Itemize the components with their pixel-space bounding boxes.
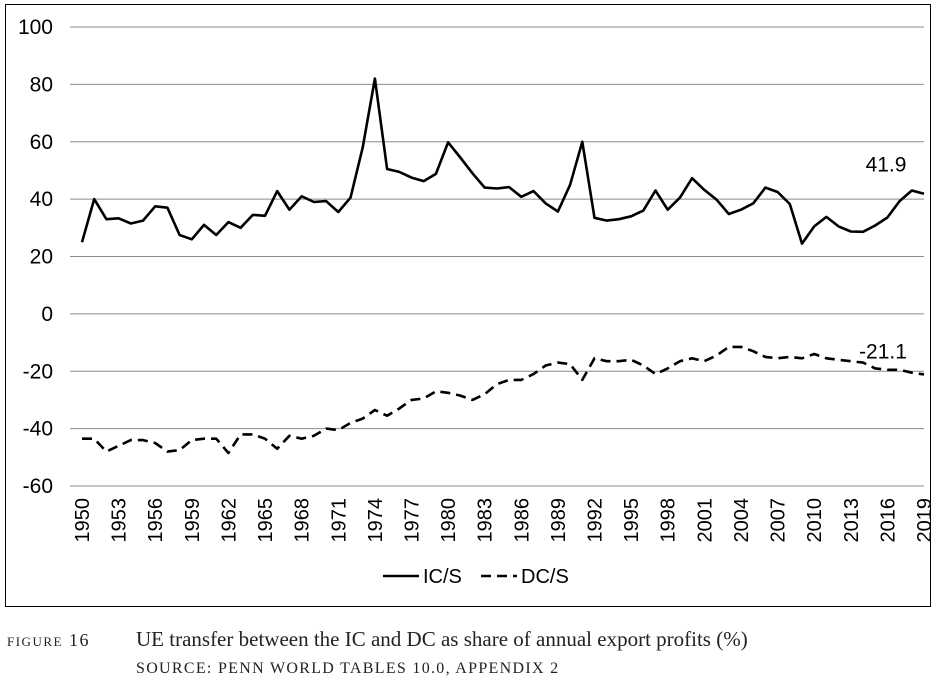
figure-number: FIGURE 16 <box>7 630 90 650</box>
data-label: -21.1 <box>859 340 907 363</box>
x-tick-label: 1992 <box>585 498 607 543</box>
x-tick-label: 2013 <box>841 498 863 543</box>
x-tick-label: 1971 <box>328 498 350 543</box>
data-label: 41.9 <box>866 154 907 177</box>
x-tick-label: 2010 <box>804 498 826 543</box>
y-tick-label: 80 <box>30 73 53 96</box>
y-tick-label: 100 <box>18 16 53 39</box>
figure-title: UE transfer between the IC and DC as sha… <box>136 627 748 651</box>
figure-source: SOURCE: PENN WORLD TABLES 10.0, APPENDIX… <box>136 660 560 677</box>
x-tick-label: 1959 <box>182 498 204 543</box>
y-tick-label: 60 <box>30 131 53 154</box>
x-tick-label: 1968 <box>292 498 314 543</box>
x-tick-label: 1962 <box>218 498 240 543</box>
x-tick-label: 1956 <box>145 498 167 543</box>
x-tick-label: 2001 <box>694 498 716 543</box>
x-tick-label: 2019 <box>914 498 932 543</box>
chart-frame: 100 80 60 40 20 0 -20 -40 -60 1950 1953 1956 1959 196… <box>5 4 932 607</box>
x-tick-label: 1974 <box>365 498 387 543</box>
x-tick-label: 2007 <box>768 498 790 543</box>
legend-entry: DC/S <box>521 566 569 588</box>
x-tick-label: 1986 <box>511 498 533 543</box>
x-tick-label: 2016 <box>877 498 899 543</box>
series-line-dc-s <box>82 345 925 455</box>
x-tick-label: 1965 <box>255 498 277 543</box>
series-line-ic-s <box>80 77 925 245</box>
x-tick-label: 1983 <box>475 498 497 543</box>
x-tick-label: 1980 <box>438 498 460 543</box>
x-tick-label: 2004 <box>731 498 753 543</box>
x-tick-label: 1995 <box>621 498 643 543</box>
x-tick-label: 1989 <box>548 498 570 543</box>
y-tick-label: 0 <box>41 303 53 326</box>
x-tick-label: 1977 <box>401 498 423 543</box>
y-tick-label: -40 <box>23 418 53 441</box>
y-tick-label: 20 <box>30 246 53 269</box>
x-tick-label: 1953 <box>109 498 131 543</box>
y-tick-label: 40 <box>30 188 53 211</box>
line-chart: 100 80 60 40 20 0 -20 -40 -60 1950 1953 1956 1959 196… <box>18 16 932 588</box>
x-tick-label: 1998 <box>658 498 680 543</box>
x-tick-label: 1950 <box>72 498 94 543</box>
legend-entry: IC/S <box>423 566 462 588</box>
y-tick-label: -20 <box>23 360 53 383</box>
y-tick-label: -60 <box>23 475 53 498</box>
